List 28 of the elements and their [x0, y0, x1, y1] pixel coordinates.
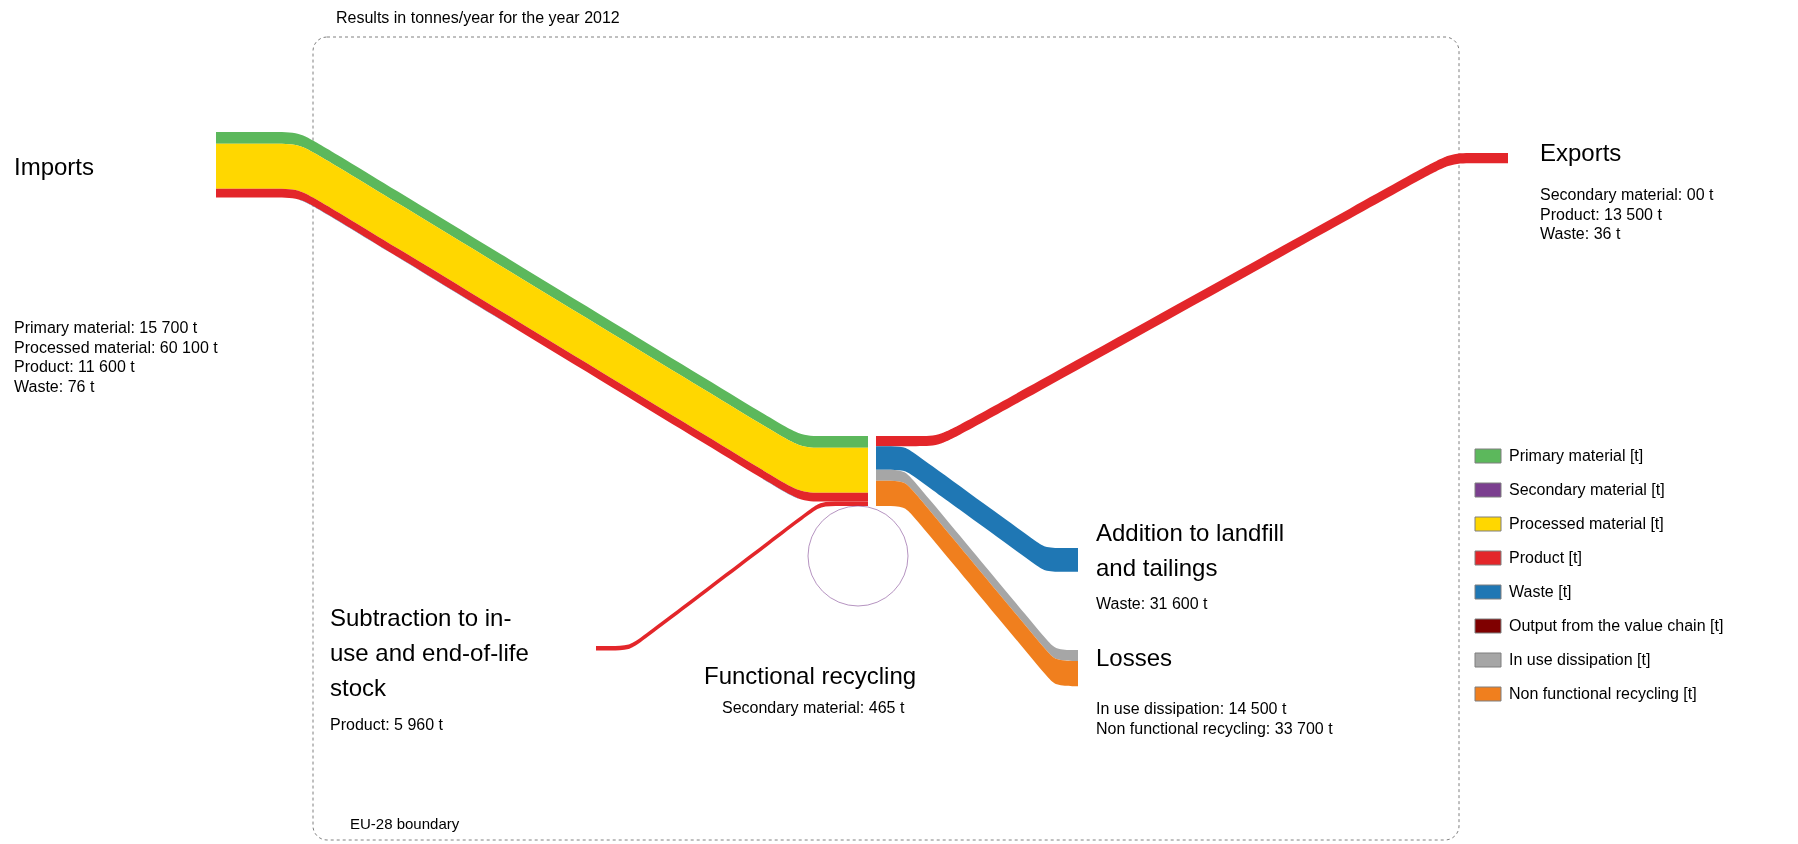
data-label: Waste: 76 t: [14, 377, 95, 395]
data-label: Secondary material: 00 t: [1540, 186, 1714, 203]
legend-label: Waste [t]: [1509, 583, 1572, 600]
data-label: In use dissipation: 14 500 t: [1096, 700, 1287, 717]
data-label: Waste: 31 600 t: [1096, 595, 1209, 612]
data-label: Secondary material: 465 t: [722, 699, 905, 716]
data-label: Product: 11 600 t: [14, 358, 136, 375]
category-label: Exports: [1540, 139, 1622, 166]
text: Results in tonnes/year for the year 2012: [336, 9, 620, 26]
category-label: Addition to landfill and tailings: [1096, 519, 1285, 581]
data-label: Processed material: 60 100 t: [14, 338, 219, 356]
legend-label: Primary material [t]: [1509, 447, 1644, 464]
legend-label: In use dissipation [t]: [1509, 651, 1651, 668]
legend-label: Secondary material [t]: [1509, 481, 1665, 498]
data-label: Product: 13 500 t: [1540, 205, 1663, 223]
legend-label: Output from the value chain [t]: [1509, 617, 1724, 634]
category-label: Functional recycling: [704, 662, 917, 689]
data-label: Waste: 36 t: [1540, 225, 1621, 242]
legend-label: Non functional recycling [t]: [1509, 685, 1697, 702]
data-label: Non functional recycling: 33 700 t: [1096, 719, 1334, 737]
category-label: Imports: [14, 153, 95, 180]
data-label: Product: 5 960 t: [330, 716, 444, 733]
data-label: Primary material: 15 700 t: [14, 319, 198, 336]
legend-label: Product [t]: [1509, 549, 1582, 566]
category-label: Subtraction to in-use and end-of-life stock: [330, 604, 529, 701]
text: EU-28 boundary: [350, 815, 460, 832]
legend-label: Processed material [t]: [1509, 515, 1664, 532]
category-label: Losses: [1096, 644, 1173, 671]
